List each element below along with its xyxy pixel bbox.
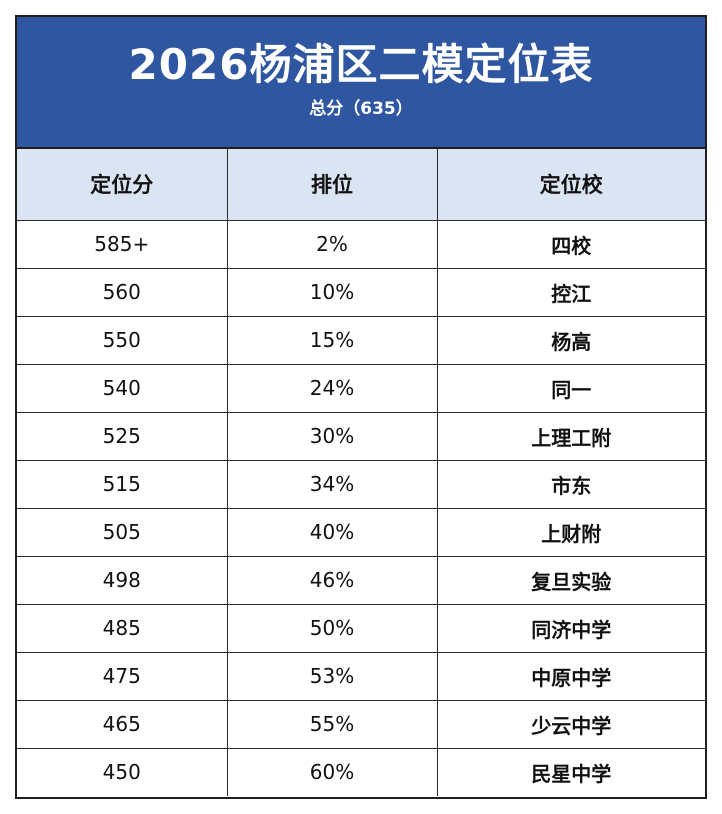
rank-cell: 24% bbox=[227, 364, 438, 413]
school-cell: 复旦实验 bbox=[437, 556, 705, 605]
column-header-school: 定位校 bbox=[437, 149, 705, 221]
score-cell: 475 bbox=[17, 652, 228, 701]
page-subtitle: 总分（635） bbox=[309, 99, 413, 119]
positioning-table: 2026杨浦区二模定位表 总分（635） 定位分 排位 定位校 585+ 2% … bbox=[15, 15, 707, 799]
score-cell: 540 bbox=[17, 364, 228, 413]
title-banner: 2026杨浦区二模定位表 总分（635） bbox=[17, 17, 705, 149]
rank-cell: 30% bbox=[227, 412, 438, 461]
table-row: 515 34% 市东 bbox=[17, 460, 705, 509]
score-cell: 560 bbox=[17, 268, 228, 317]
rank-cell: 15% bbox=[227, 316, 438, 365]
score-cell: 550 bbox=[17, 316, 228, 365]
school-cell: 杨高 bbox=[437, 316, 705, 365]
score-table: 定位分 排位 定位校 585+ 2% 四校 560 10% 控江 550 15%… bbox=[17, 149, 705, 796]
school-cell: 控江 bbox=[437, 268, 705, 317]
column-header-rank: 排位 bbox=[227, 149, 438, 221]
score-cell: 505 bbox=[17, 508, 228, 557]
column-header-score: 定位分 bbox=[17, 149, 228, 221]
table-row: 475 53% 中原中学 bbox=[17, 652, 705, 701]
table-row: 450 60% 民星中学 bbox=[17, 748, 705, 796]
rank-cell: 50% bbox=[227, 604, 438, 653]
table-row: 485 50% 同济中学 bbox=[17, 604, 705, 653]
rank-cell: 10% bbox=[227, 268, 438, 317]
school-cell: 同济中学 bbox=[437, 604, 705, 653]
table-row: 550 15% 杨高 bbox=[17, 316, 705, 365]
school-cell: 上财附 bbox=[437, 508, 705, 557]
rank-cell: 2% bbox=[227, 220, 438, 269]
rank-cell: 40% bbox=[227, 508, 438, 557]
school-cell: 少云中学 bbox=[437, 700, 705, 749]
rank-cell: 34% bbox=[227, 460, 438, 509]
school-cell: 四校 bbox=[437, 220, 705, 269]
score-cell: 498 bbox=[17, 556, 228, 605]
score-cell: 485 bbox=[17, 604, 228, 653]
school-cell: 上理工附 bbox=[437, 412, 705, 461]
table-row: 540 24% 同一 bbox=[17, 364, 705, 413]
table-row: 585+ 2% 四校 bbox=[17, 220, 705, 269]
score-cell: 465 bbox=[17, 700, 228, 749]
score-cell: 450 bbox=[17, 748, 228, 796]
table-row: 560 10% 控江 bbox=[17, 268, 705, 317]
score-cell: 525 bbox=[17, 412, 228, 461]
page-title: 2026杨浦区二模定位表 bbox=[128, 40, 594, 89]
school-cell: 同一 bbox=[437, 364, 705, 413]
score-cell: 515 bbox=[17, 460, 228, 509]
score-cell: 585+ bbox=[17, 220, 228, 269]
table-row: 525 30% 上理工附 bbox=[17, 412, 705, 461]
table-row: 498 46% 复旦实验 bbox=[17, 556, 705, 605]
rank-cell: 53% bbox=[227, 652, 438, 701]
school-cell: 市东 bbox=[437, 460, 705, 509]
table-row: 465 55% 少云中学 bbox=[17, 700, 705, 749]
table-row: 505 40% 上财附 bbox=[17, 508, 705, 557]
school-cell: 中原中学 bbox=[437, 652, 705, 701]
rank-cell: 55% bbox=[227, 700, 438, 749]
table-header-row: 定位分 排位 定位校 bbox=[17, 149, 705, 221]
rank-cell: 46% bbox=[227, 556, 438, 605]
rank-cell: 60% bbox=[227, 748, 438, 796]
school-cell: 民星中学 bbox=[531, 761, 612, 786]
